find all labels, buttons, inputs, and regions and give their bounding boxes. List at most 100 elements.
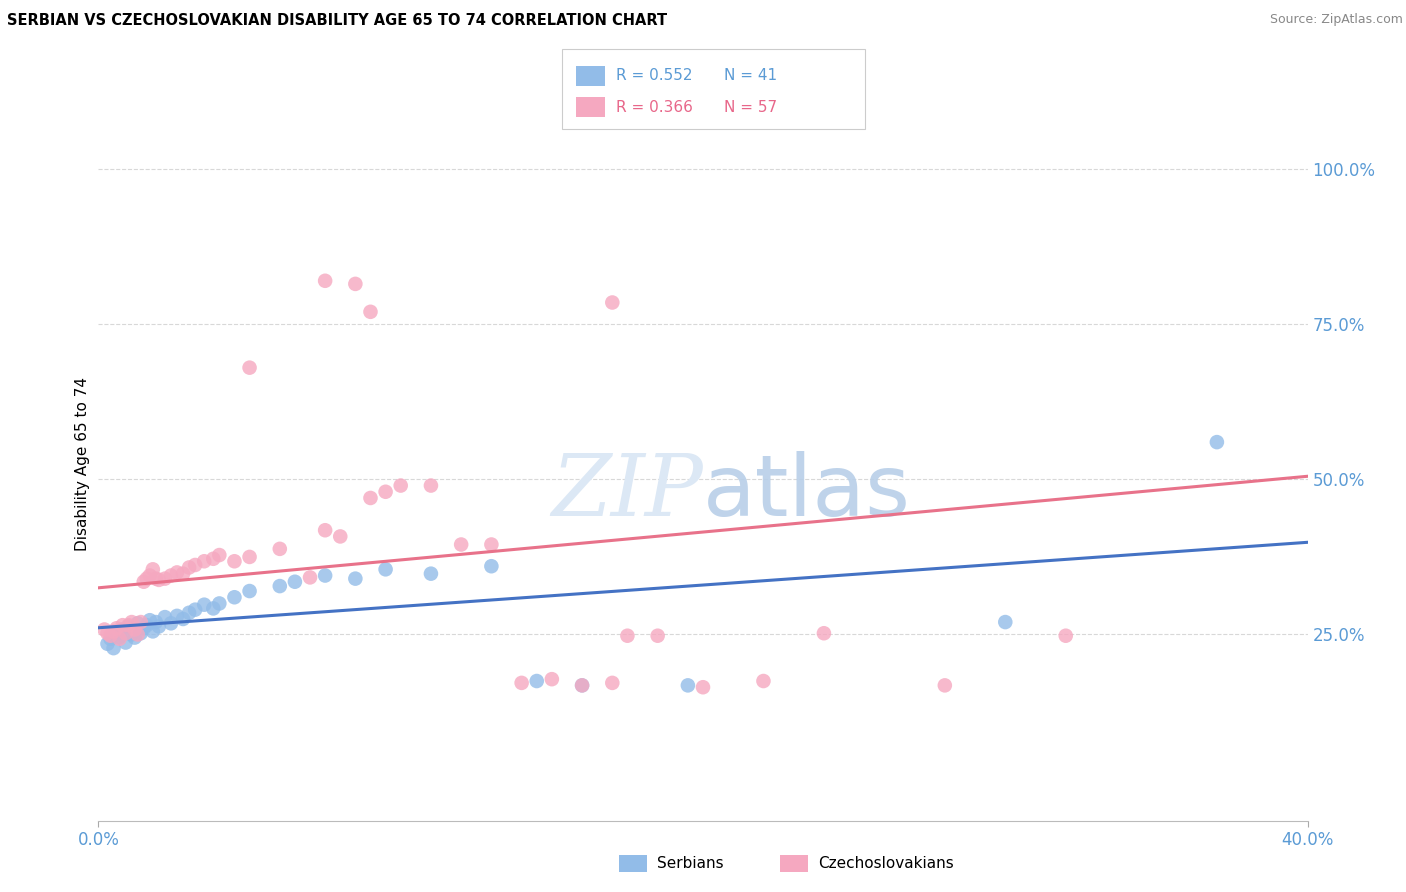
Point xyxy=(129,626,152,640)
Point xyxy=(193,598,215,612)
Point xyxy=(239,549,262,564)
Point xyxy=(344,277,367,291)
Point xyxy=(105,621,128,635)
Point xyxy=(160,568,183,582)
Point xyxy=(135,618,157,632)
Text: N = 57: N = 57 xyxy=(724,100,778,114)
Point xyxy=(135,572,157,586)
Point xyxy=(239,584,262,599)
Point xyxy=(692,680,714,694)
Point xyxy=(208,597,231,611)
Y-axis label: Disability Age 65 to 74: Disability Age 65 to 74 xyxy=(75,376,90,551)
Point xyxy=(108,630,131,644)
Text: Source: ZipAtlas.com: Source: ZipAtlas.com xyxy=(1270,13,1403,27)
Point xyxy=(179,560,201,574)
Point xyxy=(153,610,176,624)
Point xyxy=(100,632,122,646)
Point xyxy=(142,624,165,639)
Point xyxy=(121,615,143,629)
Point xyxy=(114,635,136,649)
Point xyxy=(129,615,152,629)
Point xyxy=(139,613,162,627)
Point xyxy=(100,629,122,643)
Point xyxy=(103,624,125,639)
Point xyxy=(145,572,167,586)
Point xyxy=(344,572,367,586)
Point xyxy=(284,574,307,589)
Point xyxy=(526,673,548,688)
Point xyxy=(202,551,225,566)
Text: N = 41: N = 41 xyxy=(724,69,778,83)
Point xyxy=(540,672,562,686)
Text: ZIP: ZIP xyxy=(551,451,703,533)
Point xyxy=(184,602,207,616)
Point xyxy=(374,484,396,499)
Point xyxy=(153,572,176,586)
Point xyxy=(184,558,207,572)
Point xyxy=(813,626,835,640)
Point xyxy=(571,678,593,692)
Point xyxy=(374,562,396,576)
Point xyxy=(127,616,149,631)
Point xyxy=(571,678,593,692)
Point xyxy=(111,618,134,632)
Text: Czechoslovakians: Czechoslovakians xyxy=(818,856,955,871)
Point xyxy=(481,537,503,551)
Point xyxy=(121,627,143,641)
Point xyxy=(602,676,624,690)
Point xyxy=(329,529,352,543)
Point xyxy=(139,568,162,582)
Point xyxy=(132,621,155,635)
Point xyxy=(148,619,170,633)
Point xyxy=(118,618,141,632)
Point xyxy=(224,554,246,568)
Point xyxy=(132,574,155,589)
Point xyxy=(420,566,443,581)
Point xyxy=(127,627,149,641)
Point xyxy=(239,360,262,375)
Text: Serbians: Serbians xyxy=(657,856,723,871)
Point xyxy=(96,626,118,640)
Point xyxy=(172,566,194,581)
Point xyxy=(148,573,170,587)
Point xyxy=(202,601,225,615)
Point xyxy=(360,491,382,505)
Text: R = 0.366: R = 0.366 xyxy=(616,100,693,114)
Point xyxy=(224,591,246,605)
Point xyxy=(114,626,136,640)
Point xyxy=(105,627,128,641)
Point xyxy=(124,631,146,645)
Point xyxy=(420,478,443,492)
Point xyxy=(269,579,291,593)
Point xyxy=(299,570,322,584)
Text: SERBIAN VS CZECHOSLOVAKIAN DISABILITY AGE 65 TO 74 CORRELATION CHART: SERBIAN VS CZECHOSLOVAKIAN DISABILITY AG… xyxy=(7,13,668,29)
Point xyxy=(314,523,336,537)
Point xyxy=(103,641,125,656)
Point xyxy=(193,554,215,568)
Point xyxy=(108,632,131,646)
Point xyxy=(994,615,1017,629)
Point xyxy=(160,616,183,631)
Point xyxy=(142,562,165,576)
Point xyxy=(616,629,638,643)
Point xyxy=(269,541,291,556)
Point xyxy=(602,295,624,310)
Point xyxy=(96,637,118,651)
Point xyxy=(450,537,472,551)
Point xyxy=(510,676,533,690)
Point xyxy=(124,623,146,637)
Point xyxy=(172,612,194,626)
Point xyxy=(481,559,503,574)
Text: atlas: atlas xyxy=(703,450,911,534)
Point xyxy=(1206,435,1229,450)
Point xyxy=(208,548,231,562)
Point xyxy=(389,478,412,492)
Point xyxy=(166,608,188,623)
Point xyxy=(934,678,956,692)
Point xyxy=(179,606,201,620)
Point xyxy=(676,678,699,692)
Point xyxy=(93,623,115,637)
Point xyxy=(360,305,382,319)
Point xyxy=(314,568,336,582)
Point xyxy=(118,619,141,633)
